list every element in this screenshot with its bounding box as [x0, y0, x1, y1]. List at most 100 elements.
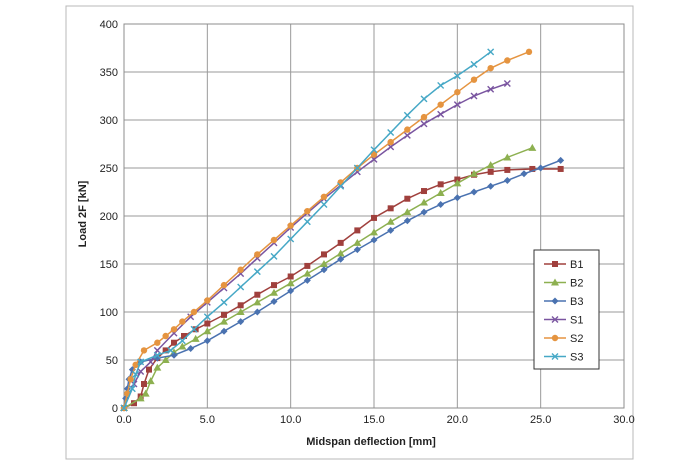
series-s2 [120, 48, 533, 412]
y-axis-label: Load 2F [kN] [77, 180, 89, 247]
y-tick-label: 0 [112, 403, 118, 415]
data-point-b3 [437, 200, 445, 208]
y-axis-ticks: 0 50 100 150 200 250 300 350 400 [100, 19, 118, 415]
data-point-s2 [270, 236, 278, 244]
x-tick-label: 10.0 [280, 414, 301, 426]
data-point-b2 [203, 327, 212, 335]
legend-box [533, 249, 600, 370]
data-point-b3 [237, 318, 245, 326]
data-point-b1 [237, 302, 244, 309]
data-point-s1 [387, 143, 395, 151]
legend-item-b1: B1 [544, 259, 583, 271]
data-point-s3 [320, 200, 328, 208]
data-point-b3 [387, 226, 395, 234]
data-point-s3 [303, 218, 311, 226]
data-point-b2 [161, 356, 170, 363]
data-point-s2 [370, 151, 378, 158]
data-point-b2 [303, 269, 312, 277]
data-point-s1 [503, 80, 511, 88]
y-tick-label: 200 [100, 211, 118, 223]
y-tick-label: 100 [100, 307, 118, 319]
data-point-s3 [220, 298, 228, 306]
data-point-b1 [504, 166, 511, 173]
data-point-b3 [503, 176, 511, 184]
data-point-s2 [470, 76, 478, 83]
data-point-b2 [453, 179, 462, 187]
legend-label-s3: S3 [570, 352, 583, 364]
data-point-b2 [436, 188, 445, 196]
data-point-b2 [270, 288, 278, 296]
data-point-s1 [470, 92, 478, 100]
data-point-s2 [504, 57, 511, 64]
data-point-s3 [237, 283, 245, 291]
data-point-b1 [354, 227, 361, 234]
legend-marker-s2 [551, 334, 559, 342]
data-point-s2 [140, 347, 148, 354]
data-point-s2 [162, 332, 169, 340]
data-point-b2 [403, 208, 412, 216]
data-point-s3 [453, 72, 461, 80]
data-point-s2 [320, 193, 328, 200]
y-tick-label: 300 [100, 115, 118, 127]
data-point-b1 [421, 188, 427, 195]
y-tick-label: 350 [100, 67, 118, 79]
data-point-b2 [236, 308, 245, 315]
data-point-b2 [420, 198, 428, 206]
data-point-s1 [437, 110, 445, 118]
data-point-s2 [487, 64, 494, 72]
legend-marker-b2 [551, 278, 559, 286]
data-point-b3 [403, 217, 411, 225]
data-point-b3 [420, 208, 428, 216]
data-point-b2 [353, 238, 362, 246]
legend-item-s3: S3 [544, 352, 583, 364]
data-point-b2 [470, 169, 478, 177]
plot-area [123, 23, 625, 409]
data-point-s3 [132, 370, 140, 378]
data-point-s3 [137, 358, 145, 366]
series-b2 [120, 143, 537, 411]
data-point-b1 [146, 366, 152, 373]
data-point-s2 [454, 88, 461, 96]
data-point-s2 [404, 126, 411, 133]
data-point-b1 [557, 165, 564, 172]
legend-marker-b3 [551, 297, 559, 305]
data-point-b3 [303, 276, 311, 284]
data-point-s3 [403, 111, 411, 119]
data-point-b3 [453, 194, 461, 202]
data-point-b2 [220, 317, 228, 325]
data-point-s3 [470, 60, 478, 68]
data-point-s3 [270, 252, 278, 260]
data-point-b3 [287, 287, 295, 295]
data-point-b1 [181, 333, 187, 339]
data-point-s3 [167, 346, 175, 354]
x-tick-label: 30.0 [613, 414, 634, 426]
data-point-s3 [420, 95, 428, 103]
legend-marker-s1 [551, 316, 559, 323]
data-point-b2 [336, 249, 345, 257]
data-point-b1 [287, 273, 294, 280]
x-tick-label: 25.0 [530, 414, 551, 426]
data-point-b1 [529, 165, 536, 172]
data-point-b3 [187, 344, 195, 352]
data-point-b1 [404, 195, 411, 202]
data-point-s1 [403, 131, 411, 139]
data-point-b1 [171, 339, 177, 346]
x-tick-label: 5.0 [200, 414, 215, 426]
data-point-s2 [254, 251, 261, 258]
data-point-b3 [537, 164, 545, 172]
legend-item-s1: S1 [544, 315, 583, 327]
data-point-s3 [120, 404, 128, 412]
data-point-b2 [486, 161, 495, 169]
legend-item-s2: S2 [544, 333, 583, 345]
legend-label-b3: B3 [570, 296, 583, 308]
data-point-b2 [286, 279, 295, 287]
data-point-b2 [146, 377, 155, 385]
data-point-b1 [192, 326, 199, 333]
data-point-b3 [253, 308, 261, 316]
data-point-s3 [370, 146, 378, 154]
data-point-s1 [137, 368, 145, 376]
data-point-b2 [136, 394, 145, 402]
y-tick-label: 250 [100, 163, 118, 175]
legend-label-s2: S2 [570, 333, 583, 345]
